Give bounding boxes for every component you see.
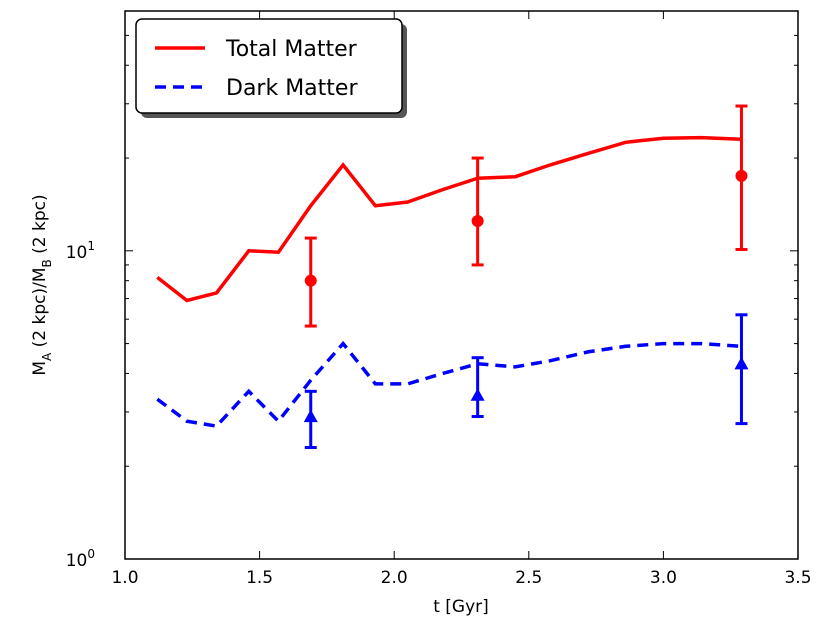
series-layer	[156, 135, 742, 428]
tick-labels: 1.0 1.5 2.0 2.5 3.0 3.5 100 101	[66, 239, 812, 588]
data-marker-triangle	[734, 356, 749, 370]
x-tick-label: 3.5	[784, 568, 811, 588]
error-point	[471, 156, 484, 267]
data-marker-triangle	[470, 388, 485, 401]
data-marker-circle	[471, 214, 484, 227]
series-line-total-matter	[156, 135, 742, 303]
legend-box	[135, 18, 403, 114]
x-axis-label: t [Gyr]	[433, 597, 489, 617]
y-axis-label: MA (2 kpc)/MB (2 kpc)	[30, 194, 54, 375]
legend: Total Matter Dark Matter	[135, 18, 407, 118]
plot-frame	[124, 10, 799, 560]
error-point	[303, 389, 318, 450]
error-point	[734, 313, 749, 426]
axis-ticks	[124, 10, 799, 560]
error-bars-layer	[303, 104, 749, 450]
x-tick-label: 2.5	[515, 568, 542, 588]
y-tick-label: 101	[66, 239, 95, 263]
x-tick-label: 2.0	[381, 568, 408, 588]
x-tick-label: 3.0	[650, 568, 677, 588]
data-marker-circle	[304, 274, 317, 287]
data-marker-triangle	[303, 409, 318, 423]
y-tick-label: 100	[66, 547, 95, 571]
error-point	[735, 104, 748, 251]
legend-label-total-matter: Total Matter	[225, 37, 358, 62]
data-marker-circle	[735, 169, 748, 182]
x-tick-label: 1.0	[111, 568, 138, 588]
legend-label-dark-matter: Dark Matter	[226, 76, 358, 101]
series-line-dark-matter	[156, 340, 742, 428]
error-point	[470, 356, 485, 418]
error-point	[304, 236, 317, 328]
x-tick-label: 1.5	[246, 568, 273, 588]
